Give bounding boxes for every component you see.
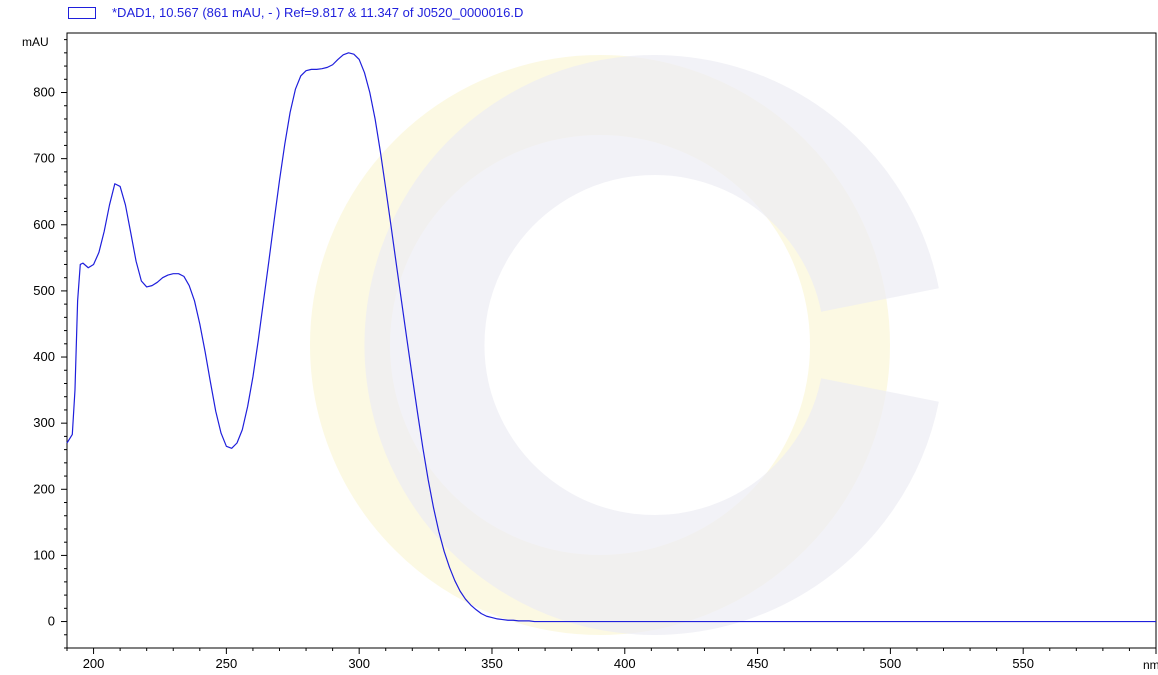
watermark-inner-arc [364,55,939,635]
plot-frame [66,32,1157,649]
legend-swatch [68,7,96,19]
y-axis-label: mAU [22,35,49,49]
y-tick-label: 100 [33,547,55,562]
y-tick-label: 400 [33,349,55,364]
y-tick-label: 800 [33,85,55,100]
y-tick-label: 600 [33,217,55,232]
x-tick-label: 550 [1012,656,1034,671]
x-axis: 200 250 300 350 400 450 500 550 [66,648,1157,671]
series-line [66,52,1156,623]
y-tick-label: 0 [48,614,55,629]
y-tick-label: 200 [33,481,55,496]
y-tick-label: 700 [33,151,55,166]
y-tick-label: 300 [33,415,55,430]
x-tick-label: 350 [481,656,503,671]
x-axis-label: nm [1143,658,1158,672]
x-tick-label: 400 [614,656,636,671]
x-tick-label: 300 [348,656,370,671]
legend-label: *DAD1, 10.567 (861 mAU, - ) Ref=9.817 & … [112,5,524,20]
x-tick-label: 200 [83,656,105,671]
x-tick-label: 500 [880,656,902,671]
y-tick-label: 500 [33,283,55,298]
y-axis: 0 100 200 300 400 500 600 700 800 [33,39,67,649]
watermark-logo [310,55,939,635]
x-tick-label: 250 [216,656,238,671]
x-tick-label: 450 [747,656,769,671]
series-group [66,52,1156,623]
